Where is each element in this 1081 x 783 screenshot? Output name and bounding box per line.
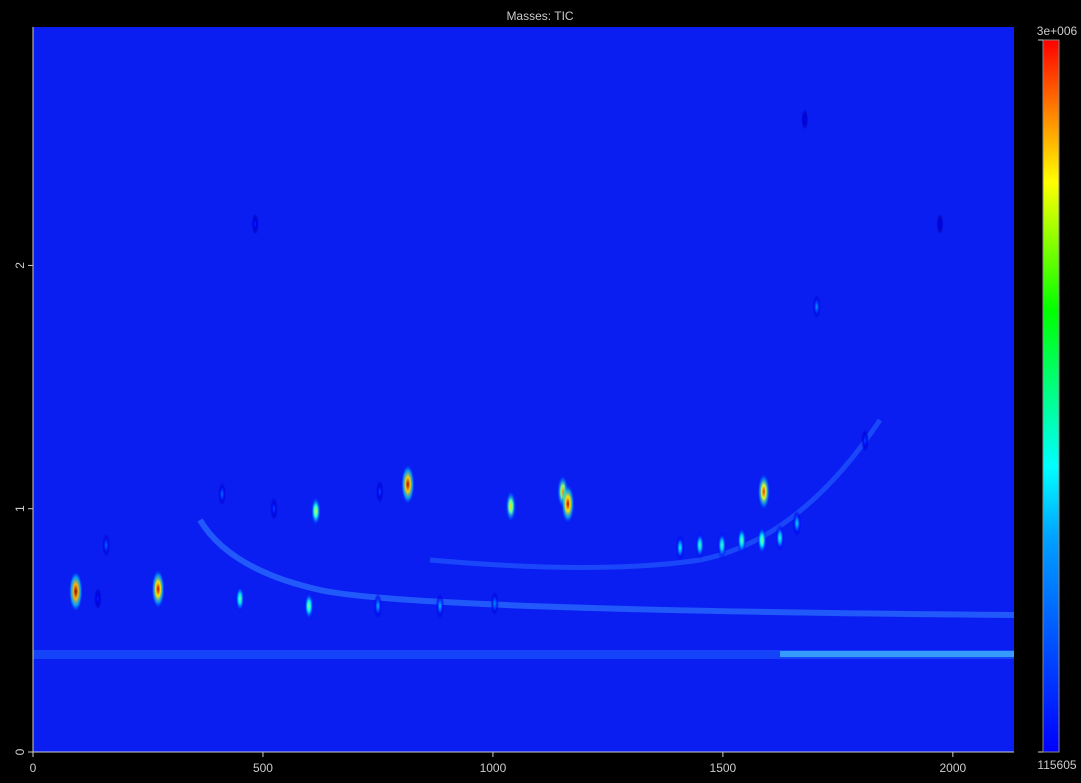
- peak: [861, 429, 869, 452]
- colorbar-tick-label: 3e+006: [1037, 24, 1078, 38]
- peak: [401, 464, 415, 505]
- colorbar-tick-label: 115605: [1037, 758, 1076, 772]
- x-tick-label: 500: [253, 761, 273, 775]
- peak: [491, 591, 499, 616]
- peak: [717, 531, 727, 560]
- peak: [561, 484, 574, 524]
- peak: [251, 213, 258, 235]
- peak: [376, 480, 384, 503]
- peak: [695, 531, 705, 560]
- peak: [151, 569, 164, 609]
- peak: [757, 525, 767, 555]
- peak: [270, 497, 278, 520]
- plot-area: [33, 27, 1014, 752]
- colorbar: [1043, 40, 1059, 752]
- peak: [218, 482, 226, 506]
- peak: [936, 213, 943, 234]
- chart-title: Masses: TIC: [506, 9, 573, 23]
- peak: [436, 593, 444, 618]
- peak: [757, 473, 770, 511]
- peak: [311, 495, 322, 527]
- peak: [793, 510, 802, 536]
- peak: [94, 588, 101, 610]
- streak: [780, 651, 1014, 657]
- peak: [801, 109, 808, 130]
- peak: [235, 584, 245, 614]
- x-tick-label: 1500: [710, 761, 737, 775]
- y-tick-label: 1: [13, 505, 27, 512]
- peak: [304, 591, 314, 621]
- peak: [505, 489, 516, 523]
- peak: [676, 534, 685, 561]
- y-tick-label: 0: [13, 748, 27, 755]
- peak: [69, 570, 83, 612]
- peak: [374, 593, 382, 618]
- x-tick-label: 1000: [480, 761, 507, 775]
- x-tick-label: 2000: [939, 761, 966, 775]
- page: Masses: TIC 0 500 1000 1500 2000 0 1 2 115605 3e+…: [0, 0, 1081, 783]
- peak: [102, 533, 110, 557]
- chart: Masses: TIC 0 500 1000 1500 2000 0 1 2 115605 3e+…: [0, 0, 1081, 778]
- peak: [737, 526, 747, 556]
- peak: [813, 295, 821, 320]
- x-tick-label: 0: [30, 761, 37, 775]
- y-tick-label: 2: [13, 262, 27, 269]
- peak: [775, 524, 784, 552]
